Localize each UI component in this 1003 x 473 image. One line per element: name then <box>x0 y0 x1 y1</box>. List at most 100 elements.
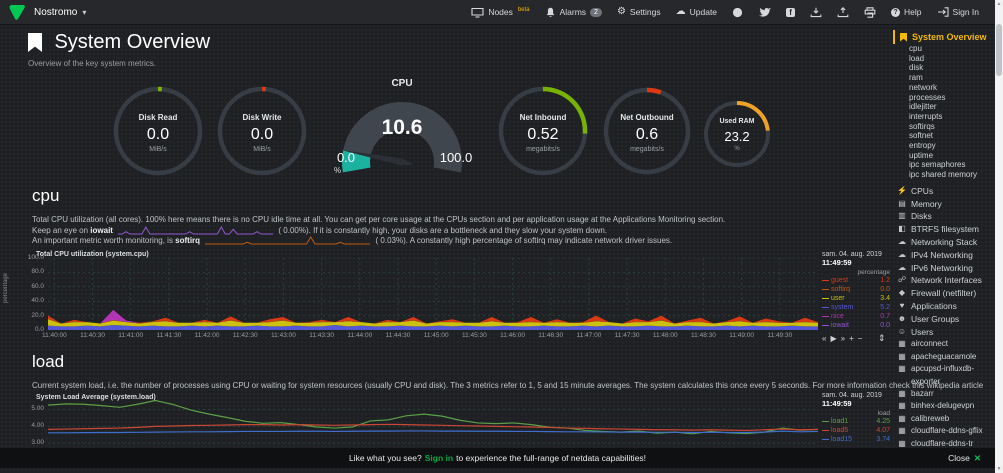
container-icon: ▦ <box>898 351 906 361</box>
legend-row-system[interactable]: system 5.2 <box>822 303 890 312</box>
sidebar-item-memory[interactable]: ▤ Memory <box>893 198 989 211</box>
cpu-gauge-unit: % <box>334 166 342 175</box>
sidebar-item-airconnect[interactable]: ▦ airconnect <box>893 338 989 350</box>
scroll-up-icon[interactable]: ▲ <box>996 1 1002 7</box>
rewind-icon[interactable]: « <box>822 334 828 343</box>
legend-row-iowait[interactable]: iowait 0.0 <box>822 321 890 330</box>
sidebar-item-networking-stack[interactable]: ☁ Networking Stack <box>898 237 978 248</box>
nav-item-signin[interactable]: Sign In <box>937 7 979 17</box>
sidebar-item-disks[interactable]: ▥ Disks <box>893 210 989 223</box>
chevron-down-icon[interactable]: ▾ <box>82 7 87 17</box>
cpu-xtick: 11:48:30 <box>691 332 716 339</box>
zoom-in-icon[interactable]: + <box>849 334 855 343</box>
sidebar-subitem-interrupts[interactable]: interrupts <box>909 111 943 121</box>
scroll-down-icon[interactable]: ▼ <box>996 466 1002 472</box>
legend-row-load15[interactable]: load15 3.74 <box>822 435 890 444</box>
folder-icon: ◧ <box>898 224 906 234</box>
disk_read-unit: MiB/s <box>149 146 167 154</box>
sidebar-subitem-softirqs[interactable]: softirqs <box>909 121 935 131</box>
sidebar-item-firewall-netfilter-[interactable]: ◆ Firewall (netfilter) <box>893 287 989 300</box>
nav-item-nodes[interactable]: Nodes beta <box>471 7 530 18</box>
legend-row-nice[interactable]: nice 0.7 <box>822 312 890 321</box>
cpu-gauge-title: CPU <box>391 78 413 89</box>
net-inbound-gauge[interactable]: Net Inbound 0.52 megabits/s <box>498 86 588 176</box>
load-legend-time: 11:49:59 <box>822 399 852 408</box>
sidebar-subitem-ram[interactable]: ram <box>909 73 923 83</box>
sidebar-item-btrfs-filesystem[interactable]: ◧ BTRFS filesystem <box>893 223 989 236</box>
nav-item-help[interactable]: ? Help <box>891 7 922 17</box>
used-ram-gauge[interactable]: Used RAM 23.2% <box>703 100 771 168</box>
sidebar-item-users[interactable]: ☺ Users <box>897 326 934 337</box>
sidebar-subitem-idlejitter[interactable]: idlejitter <box>909 102 937 112</box>
resize-handle-icon[interactable]: ⇕ <box>878 333 886 343</box>
sidebar-item-bazarr[interactable]: ▦ bazarr <box>893 388 989 400</box>
banner-close-button[interactable]: Close ✕ <box>948 452 981 464</box>
print-icon <box>864 6 876 18</box>
sidebar-item-cpus[interactable]: ⚡ CPUs <box>897 185 934 196</box>
nav-item-update[interactable]: ☁ Update <box>675 6 718 18</box>
nav-item-twitter[interactable] <box>758 7 771 17</box>
sidebar-item-network-interfaces[interactable]: ☍ Network Interfaces <box>897 275 982 286</box>
netdata-logo-icon[interactable] <box>8 4 26 21</box>
sidebar-item-user-groups[interactable]: ☻ User Groups <box>897 313 960 324</box>
load-legend-date: sam. 04. aug. 2019 <box>822 392 882 399</box>
sidebar-item-binhex-delugevpn[interactable]: ▦ binhex-delugevpn <box>893 400 989 412</box>
container-icon: ▦ <box>898 401 906 411</box>
sidebar-item-system-overview[interactable]: System Overview <box>893 30 989 44</box>
legend-row-user[interactable]: user 3.4 <box>822 294 890 303</box>
play-icon[interactable]: ▶ <box>830 334 838 343</box>
nav-item-import[interactable] <box>810 7 822 18</box>
load-chart[interactable] <box>48 400 818 447</box>
cpu-desc-line1: Total CPU utilization (all cores). 100% … <box>32 215 726 224</box>
net_inbound-unit: megabits/s <box>526 146 560 154</box>
signin-link[interactable]: Sign in <box>424 453 454 463</box>
sidebar-subitem-disk[interactable]: disk <box>909 63 924 73</box>
sidebar-item-ipv6-networking[interactable]: ☁ IPv6 Networking <box>898 262 973 273</box>
hostname[interactable]: Nostromo <box>34 6 78 18</box>
legend-row-guest[interactable]: guest 1.2 <box>822 276 890 285</box>
sidebar-item-cloudflare-ddns-gflix[interactable]: ▦ cloudflare-ddns-gflix <box>893 425 989 437</box>
container-icon: ▦ <box>898 364 906 374</box>
nav-item-github[interactable] <box>732 7 743 18</box>
sidebar-subitem-cpu[interactable]: cpu <box>909 44 922 53</box>
legend-row-load1[interactable]: load1 4.25 <box>822 417 890 426</box>
nav-item-export[interactable] <box>837 6 849 18</box>
sidebar-item-ipv4-networking[interactable]: ☁ IPv4 Networking <box>898 249 973 260</box>
sidebar-subitem-ipc-semaphores[interactable]: ipc semaphores <box>909 160 966 170</box>
sidebar-subitem-entropy[interactable]: entropy <box>909 141 936 151</box>
sidebar-item-cloudflare-ddns-tr[interactable]: ▦ cloudflare-ddns-tr <box>893 438 989 450</box>
sidebar-subitem-uptime[interactable]: uptime <box>909 150 934 160</box>
legend-row-load5[interactable]: load5 4.07 <box>822 426 890 435</box>
disk-read-gauge[interactable]: Disk Read 0.0 MiB/s <box>113 86 203 176</box>
zoom-out-icon[interactable]: − <box>857 334 864 343</box>
nav-item-settings[interactable]: ⚙ Settings <box>616 6 661 18</box>
sidebar-item-applications[interactable]: ♥ Applications <box>893 300 989 313</box>
forward-icon[interactable]: » <box>840 334 847 343</box>
alarm-count-badge: 2 <box>590 7 602 17</box>
sidebar-item-apcupsd-influxdb-exporter[interactable]: ▦ apcupsd-influxdb-exporter <box>893 363 989 388</box>
sidebar-subitem-network[interactable]: network <box>909 82 938 92</box>
nav-item-print[interactable] <box>864 6 876 18</box>
cpu-gauge-value: 10.6 <box>381 116 423 139</box>
nav-item-alarms[interactable]: Alarms 2 <box>545 7 602 18</box>
net-outbound-gauge[interactable]: Net Outbound 0.6 megabits/s <box>603 87 691 175</box>
sitemap-icon: ☍ <box>897 275 907 285</box>
sidebar-subitem-softnet[interactable]: softnet <box>909 131 934 141</box>
close-icon: ✕ <box>973 452 981 463</box>
sidebar-subitem-ipc-shared-memory[interactable]: ipc shared memory <box>909 170 978 180</box>
navbar-items: Nodes beta Alarms 2 ⚙ Settings ☁ Update f ? Help Si… <box>471 7 995 18</box>
sidebar-item-calibreweb[interactable]: ▦ calibreweb <box>893 413 989 425</box>
cpu-gauge[interactable]: CPU 10.6 0.0 100.0 % <box>322 78 482 178</box>
disk-write-gauge[interactable]: Disk Write 0.0 MiB/s <box>217 86 307 176</box>
sidebar-subitem-load[interactable]: load <box>909 53 925 63</box>
memory-icon: ▤ <box>898 198 906 208</box>
sidebar-subitem-processes[interactable]: processes <box>909 92 946 102</box>
nav-item-facebook[interactable]: f <box>786 7 796 17</box>
load-chart-title: System Load Average (system.load) <box>36 394 156 401</box>
sidebar-item-apacheguacamole[interactable]: ▦ apacheguacamole <box>893 351 989 363</box>
scrollbar-thumb[interactable] <box>996 24 1002 76</box>
page-scrollbar[interactable]: ▲ ▼ <box>995 0 1003 473</box>
cpu-chart[interactable] <box>48 258 818 330</box>
user-icon: ☺ <box>897 326 907 336</box>
legend-row-softirq[interactable]: softirq 0.0 <box>822 285 890 294</box>
